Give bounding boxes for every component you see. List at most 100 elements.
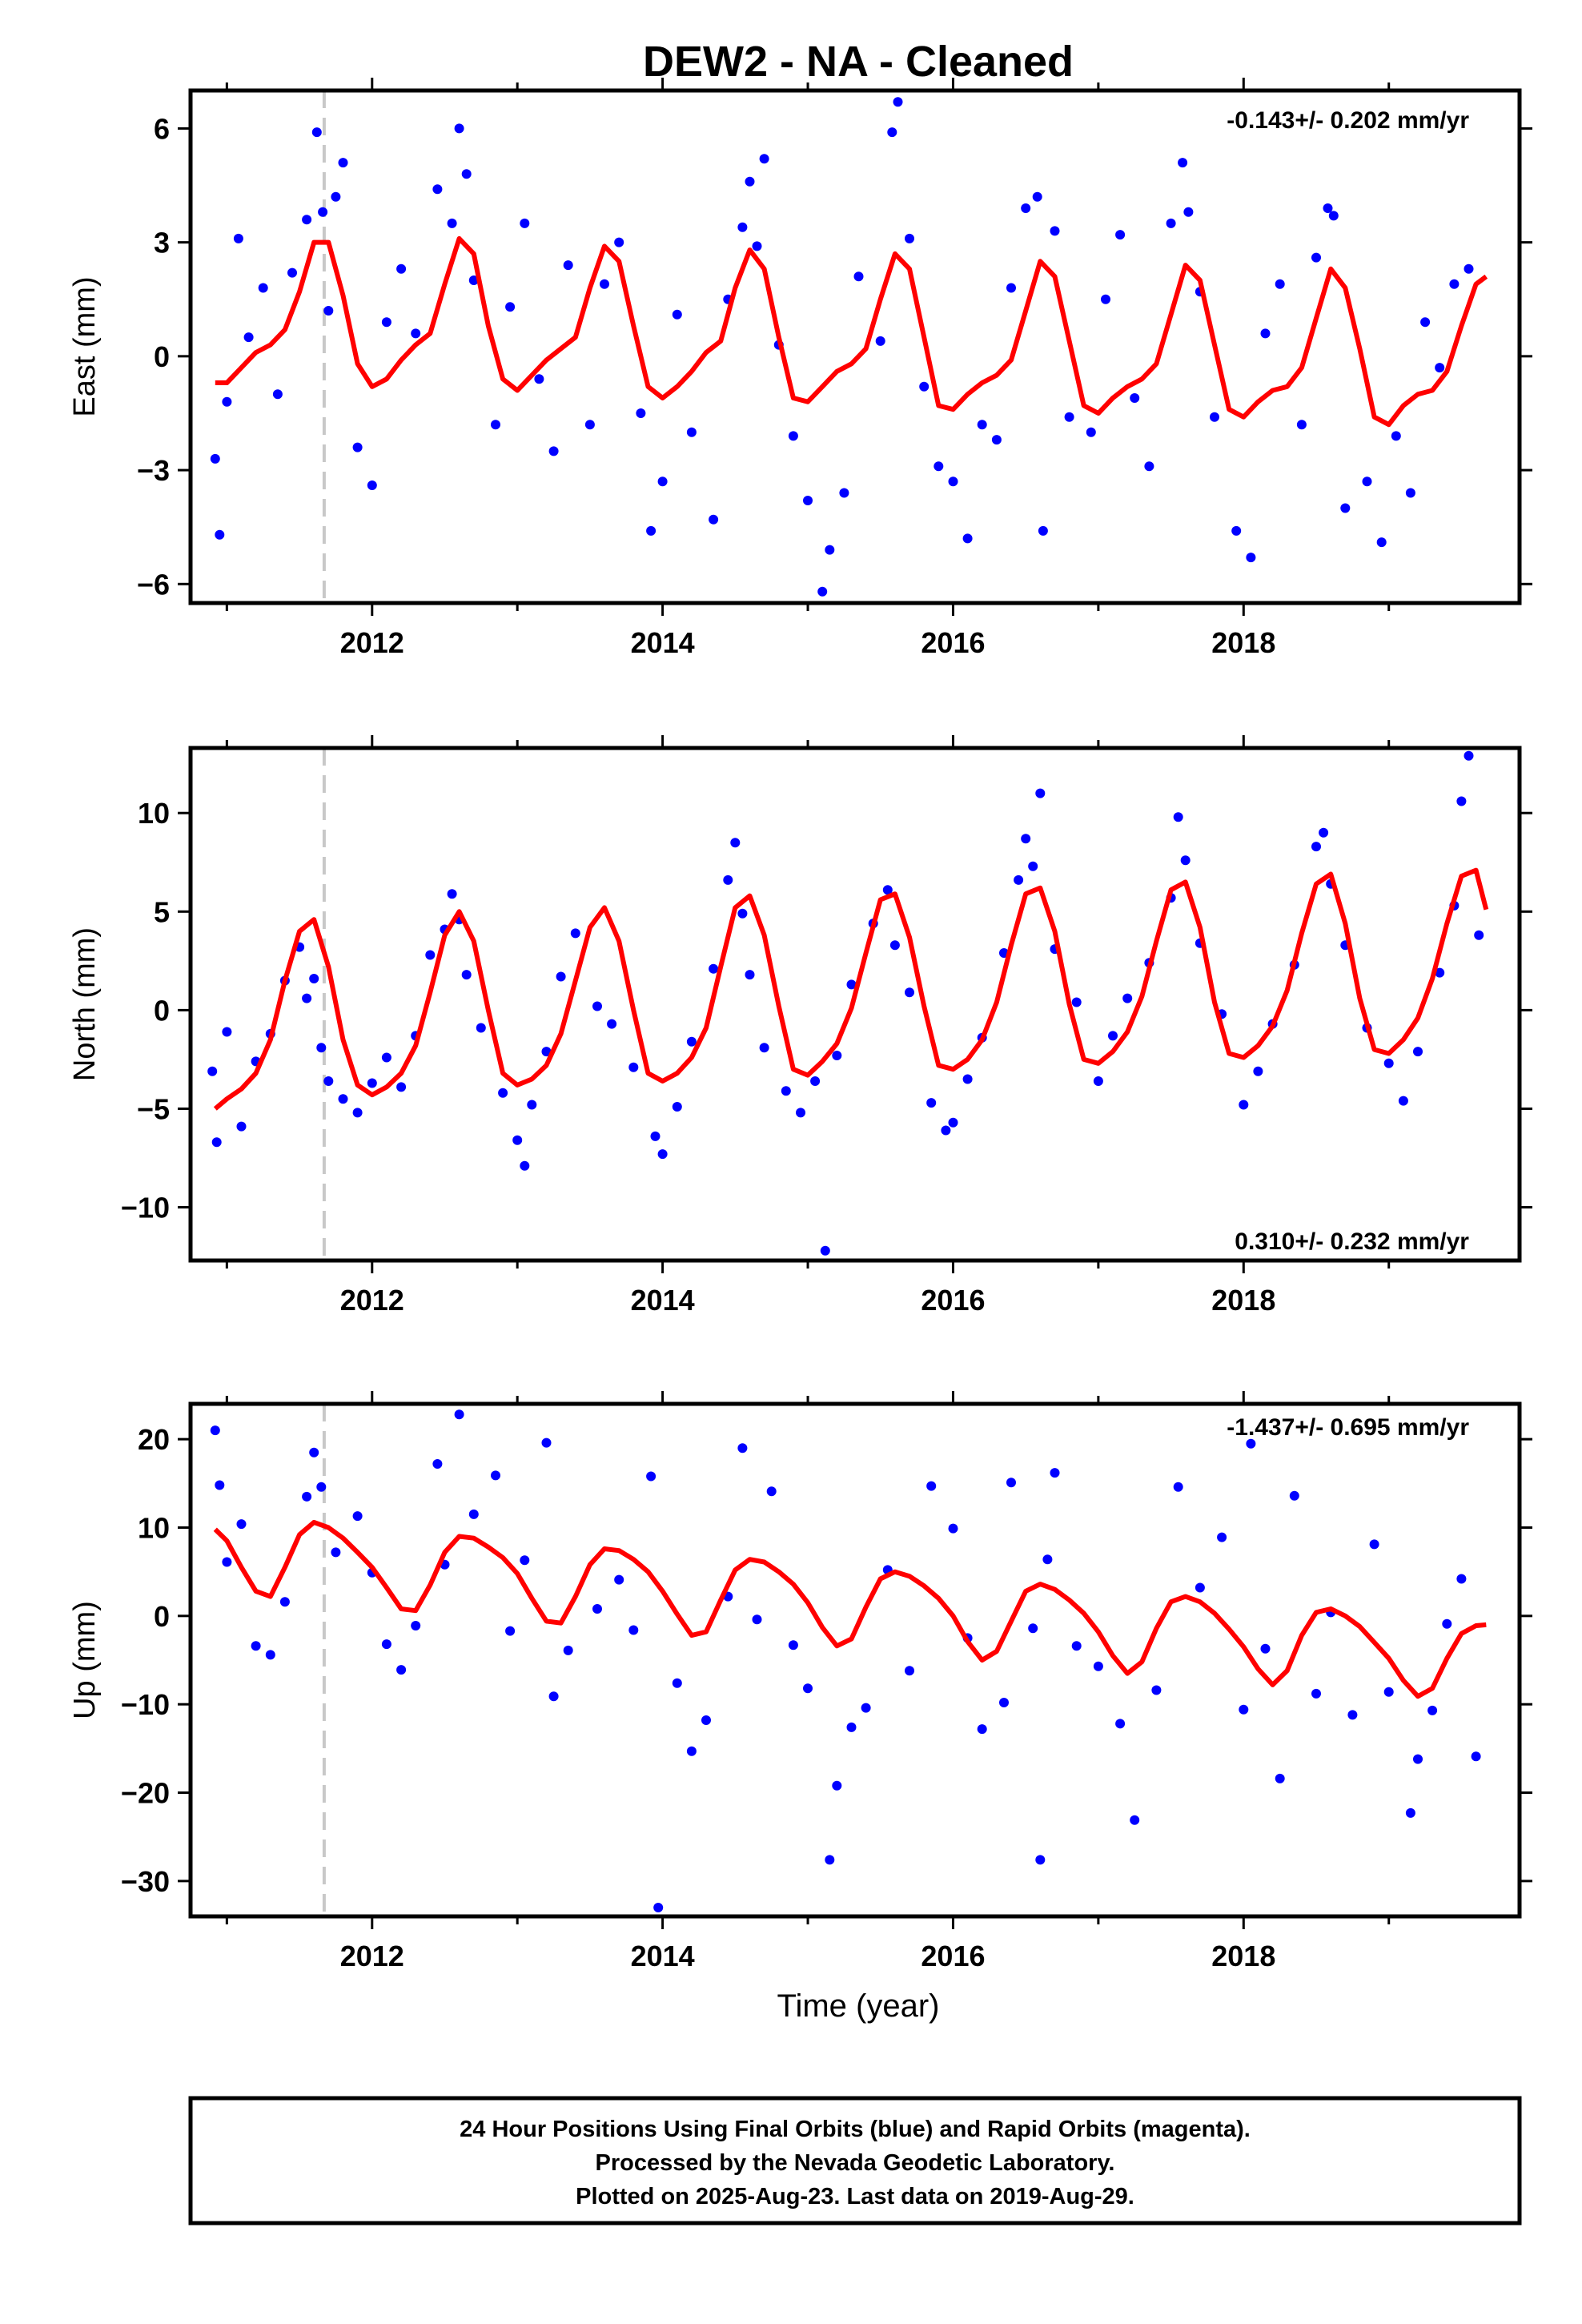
east-frame xyxy=(188,88,1522,605)
east-point xyxy=(1376,537,1387,548)
north-point xyxy=(745,970,755,980)
east-point xyxy=(1038,525,1048,536)
east-x-tick-label: 2012 xyxy=(340,626,404,659)
up-point xyxy=(788,1640,798,1651)
north-y-tick-label: 10 xyxy=(138,797,170,830)
up-rate-label: -1.437+/- 0.695 mm/yr xyxy=(1227,1414,1469,1441)
north-point xyxy=(302,993,312,1003)
north-point xyxy=(1311,842,1321,852)
east-point xyxy=(1420,317,1431,328)
footer-line-1: 24 Hour Positions Using Final Orbits (bl… xyxy=(460,2117,1251,2142)
east-rate-label: -0.143+/- 0.202 mm/yr xyxy=(1227,107,1469,134)
footer-line-2: Processed by the Nevada Geodetic Laborat… xyxy=(596,2150,1115,2176)
up-point xyxy=(861,1703,871,1713)
north-point xyxy=(1474,930,1484,940)
up-point xyxy=(646,1471,656,1482)
up-point xyxy=(1427,1705,1438,1715)
up-point xyxy=(1369,1539,1379,1550)
up-point xyxy=(491,1470,500,1481)
east-point xyxy=(646,525,656,536)
up-point xyxy=(977,1724,987,1735)
up-panel: 2012 2014 2016 2018 −30 −20 −10 0 10 20 Up (mm) -1.… xyxy=(68,1391,1532,1972)
north-point xyxy=(396,1082,407,1092)
north-y-tick-label: −10 xyxy=(121,1192,170,1224)
east-point xyxy=(243,332,254,343)
east-point xyxy=(977,420,987,430)
up-point xyxy=(251,1641,261,1651)
up-y-tick-label: −30 xyxy=(121,1865,170,1898)
north-point xyxy=(723,875,733,885)
up-point xyxy=(1115,1719,1126,1729)
east-point xyxy=(1449,279,1460,289)
north-point xyxy=(316,1043,327,1053)
north-point xyxy=(810,1076,821,1086)
up-point xyxy=(1028,1623,1038,1634)
east-point xyxy=(323,306,334,316)
north-point xyxy=(570,928,580,939)
figure-title: DEW2 - NA - Cleaned xyxy=(643,38,1074,86)
up-point xyxy=(548,1691,559,1702)
north-point xyxy=(759,1043,769,1053)
up-point xyxy=(592,1604,602,1614)
up-point xyxy=(1050,1468,1060,1478)
east-point xyxy=(803,496,813,505)
up-point xyxy=(396,1665,407,1675)
north-point xyxy=(476,1023,486,1033)
east-point xyxy=(1405,488,1415,498)
north-point xyxy=(323,1076,334,1086)
north-point xyxy=(926,1098,937,1108)
east-point xyxy=(709,514,719,525)
up-point xyxy=(1239,1704,1249,1715)
east-point xyxy=(491,420,500,430)
east-point xyxy=(287,267,297,278)
east-point xyxy=(1391,431,1401,441)
east-point xyxy=(1323,203,1333,213)
east-point xyxy=(520,218,530,228)
north-point xyxy=(650,1131,661,1141)
north-point xyxy=(1093,1076,1103,1086)
east-y-tick-label: 0 xyxy=(154,340,170,373)
north-point xyxy=(889,940,900,951)
up-point xyxy=(1246,1438,1256,1449)
east-point xyxy=(318,207,328,217)
east-point xyxy=(1435,363,1445,373)
east-point xyxy=(222,396,232,407)
up-point xyxy=(1260,1643,1271,1654)
east-point xyxy=(338,158,348,168)
north-point xyxy=(527,1100,537,1110)
east-point xyxy=(875,336,885,346)
up-point xyxy=(1311,1688,1321,1699)
north-point xyxy=(1108,1031,1118,1041)
north-y-tick-label: 0 xyxy=(154,994,170,1027)
east-point xyxy=(759,154,769,164)
up-point xyxy=(1442,1618,1452,1629)
east-point xyxy=(672,309,682,320)
up-point xyxy=(1471,1751,1481,1762)
north-point xyxy=(709,963,719,974)
north-point xyxy=(381,1052,391,1063)
north-point xyxy=(498,1088,508,1098)
up-point xyxy=(265,1650,275,1660)
east-point xyxy=(788,431,798,441)
north-point xyxy=(1173,812,1183,822)
up-point xyxy=(1413,1754,1423,1764)
north-frame xyxy=(188,746,1522,1263)
east-point xyxy=(210,453,220,464)
up-point xyxy=(672,1678,682,1688)
east-point xyxy=(352,442,363,452)
up-point xyxy=(905,1666,914,1676)
up-point xyxy=(316,1482,327,1492)
up-point xyxy=(505,1626,516,1636)
north-point xyxy=(820,1245,830,1256)
east-point xyxy=(454,123,464,134)
north-point xyxy=(1014,875,1024,885)
east-point xyxy=(1246,553,1256,563)
up-point xyxy=(279,1597,290,1607)
east-point xyxy=(584,420,595,430)
east-point xyxy=(657,476,668,487)
north-point xyxy=(846,979,857,990)
up-model-line xyxy=(213,1519,1487,1699)
up-point xyxy=(1195,1582,1205,1593)
north-point xyxy=(1239,1100,1249,1110)
